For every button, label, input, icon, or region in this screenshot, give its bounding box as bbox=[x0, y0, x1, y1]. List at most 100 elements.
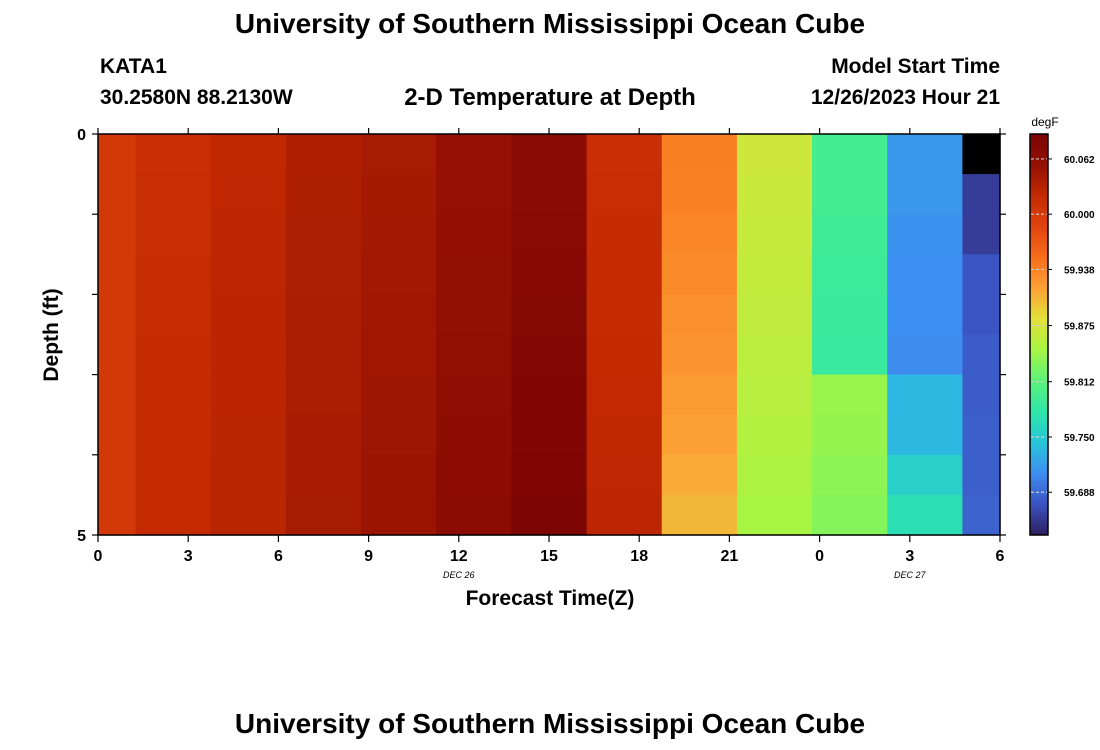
heatmap-cell bbox=[887, 374, 964, 416]
heatmap-cell bbox=[361, 454, 437, 496]
heatmap-cell bbox=[887, 454, 964, 496]
heatmap-cell bbox=[285, 174, 362, 215]
heatmap-cell bbox=[285, 134, 362, 175]
heatmap-cell bbox=[887, 174, 964, 215]
footer-title: University of Southern Mississippi Ocean… bbox=[234, 708, 866, 739]
heatmap-cell bbox=[436, 334, 513, 376]
heatmap-cell bbox=[98, 214, 137, 255]
heatmap-cell bbox=[210, 254, 287, 295]
heatmap-cell bbox=[661, 414, 738, 456]
heatmap-cell bbox=[361, 174, 437, 215]
heatmap-cell bbox=[887, 494, 964, 536]
heatmap-cell bbox=[361, 374, 437, 416]
heatmap-cell bbox=[962, 174, 1001, 215]
heatmap-cell bbox=[586, 454, 663, 496]
x-date-label: DEC 27 bbox=[894, 570, 927, 580]
heatmap-cell bbox=[361, 254, 437, 295]
y-tick-label: 0 bbox=[77, 127, 86, 144]
heatmap-cell bbox=[135, 214, 212, 255]
heatmap-cell bbox=[661, 174, 738, 215]
heatmap-cell bbox=[736, 334, 813, 376]
heatmap-cell bbox=[135, 134, 212, 175]
heatmap-cell bbox=[736, 214, 813, 255]
heatmap-cell bbox=[135, 334, 212, 376]
heatmap-cell bbox=[736, 254, 813, 295]
heatmap-cell bbox=[361, 214, 437, 255]
heatmap-cell bbox=[586, 494, 663, 536]
heatmap-cell bbox=[962, 454, 1001, 496]
heatmap-cell bbox=[135, 174, 212, 215]
x-tick-label: 15 bbox=[540, 548, 558, 565]
heatmap-cell bbox=[812, 334, 888, 376]
heatmap-cell bbox=[962, 134, 1001, 175]
colorbar-tick-label: 60.062 bbox=[1064, 155, 1095, 166]
heatmap-cell bbox=[661, 214, 738, 255]
heatmap-cell bbox=[736, 454, 813, 496]
heatmap-cell bbox=[135, 494, 212, 536]
heatmap-cell bbox=[736, 494, 813, 536]
heatmap-cell bbox=[586, 214, 663, 255]
heatmap-cell bbox=[586, 294, 663, 336]
heatmap-cell bbox=[736, 414, 813, 456]
heatmap-cell bbox=[586, 414, 663, 456]
heatmap-cell bbox=[812, 254, 888, 295]
heatmap-cell bbox=[962, 374, 1001, 416]
heatmap-cell bbox=[661, 454, 738, 496]
heatmap-cell bbox=[736, 374, 813, 416]
heatmap-cell bbox=[962, 214, 1001, 255]
heatmap-cells bbox=[98, 134, 1001, 536]
heatmap-cell bbox=[511, 494, 588, 536]
heatmap-cell bbox=[661, 294, 738, 336]
y-tick-label: 5 bbox=[77, 528, 86, 545]
x-date-label: DEC 26 bbox=[443, 570, 475, 580]
heatmap-cell bbox=[135, 414, 212, 456]
heatmap-cell bbox=[812, 454, 888, 496]
heatmap-cell bbox=[98, 414, 137, 456]
model-start-value: 12/26/2023 Hour 21 bbox=[810, 86, 1000, 109]
heatmap-cell bbox=[98, 254, 137, 295]
heatmap-cell bbox=[436, 494, 513, 536]
station-coordinates: 30.2580N 88.2130W bbox=[100, 86, 293, 109]
heatmap-cell bbox=[812, 134, 888, 175]
heatmap-cell bbox=[887, 414, 964, 456]
heatmap-cell bbox=[210, 454, 287, 496]
heatmap-cell bbox=[135, 374, 212, 416]
heatmap-cell bbox=[962, 334, 1001, 376]
colorbar-gradient bbox=[1029, 133, 1049, 536]
heatmap-cell bbox=[210, 294, 287, 336]
x-tick-label: 18 bbox=[630, 548, 648, 565]
heatmap-cell bbox=[586, 334, 663, 376]
heatmap-cell bbox=[812, 414, 888, 456]
heatmap-cell bbox=[511, 254, 588, 295]
heatmap-cell bbox=[511, 334, 588, 376]
heatmap-cell bbox=[511, 414, 588, 456]
heatmap-cell bbox=[285, 294, 362, 336]
heatmap-cell bbox=[586, 254, 663, 295]
heatmap-cell bbox=[135, 254, 212, 295]
heatmap-cell bbox=[511, 174, 588, 215]
heatmap-cell bbox=[887, 254, 964, 295]
heatmap-cell bbox=[736, 294, 813, 336]
heatmap-cell bbox=[98, 454, 137, 496]
heatmap-cell bbox=[210, 174, 287, 215]
heatmap-cell bbox=[962, 414, 1001, 456]
heatmap-cell bbox=[285, 374, 362, 416]
x-axis: 0 3 6 9 12 15 18 21 0 3 6 DEC 26 DEC 27 bbox=[94, 128, 1005, 580]
heatmap-cell bbox=[436, 294, 513, 336]
heatmap-cell bbox=[511, 294, 588, 336]
heatmap-cell bbox=[887, 134, 964, 175]
colorbar-tick-label: 59.812 bbox=[1064, 378, 1095, 389]
heatmap-cell bbox=[210, 214, 287, 255]
heatmap-cell bbox=[436, 174, 513, 215]
main-title: University of Southern Mississippi Ocean… bbox=[234, 8, 866, 39]
heatmap-cell bbox=[812, 174, 888, 215]
heatmap-cell bbox=[285, 254, 362, 295]
heatmap-cell bbox=[962, 294, 1001, 336]
heatmap-cell bbox=[361, 334, 437, 376]
heatmap-cell bbox=[285, 414, 362, 456]
heatmap-cell bbox=[661, 334, 738, 376]
x-axis-label: Forecast Time(Z) bbox=[466, 587, 635, 610]
heatmap-cell bbox=[285, 214, 362, 255]
x-tick-label: 0 bbox=[94, 548, 103, 565]
colorbar-unit: degF bbox=[1031, 115, 1058, 129]
